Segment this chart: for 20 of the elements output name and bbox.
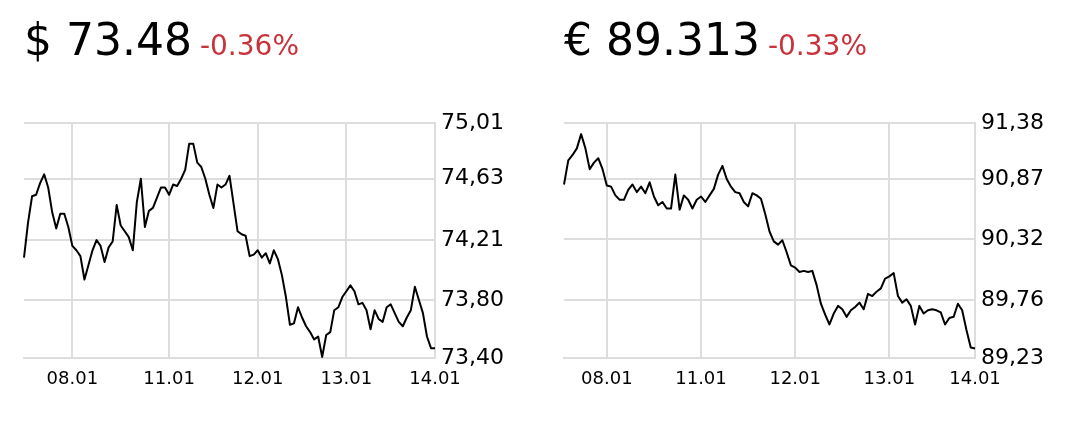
chart-title: € 89.313 (564, 14, 760, 65)
x-tick-label: 13.01 (863, 366, 916, 388)
x-tick-label: 08.01 (581, 366, 633, 388)
x-tick-label: 12.01 (231, 366, 284, 388)
y-tick-label: 90,32 (981, 224, 1044, 250)
y-tick-label: 74,21 (441, 225, 504, 251)
y-tick-label: 90,87 (981, 164, 1044, 190)
chart-title: $ 73.48 (24, 14, 192, 65)
x-tick-label: 13.01 (320, 366, 373, 388)
y-tick-label: 75,01 (441, 108, 504, 134)
chart-subtitle: -0.36% (199, 29, 300, 62)
y-tick-label: 91,38 (981, 108, 1044, 134)
x-tick-label: 11.01 (143, 366, 195, 388)
y-tick-label: 74,63 (441, 164, 504, 190)
chart-subtitle: -0.33% (767, 29, 867, 62)
x-tick-label: 11.01 (675, 366, 727, 388)
x-tick-label: 12.01 (769, 366, 821, 388)
y-tick-label: 73,80 (441, 285, 504, 311)
x-tick-label: 08.01 (46, 366, 99, 388)
y-tick-label: 89,76 (981, 286, 1044, 312)
